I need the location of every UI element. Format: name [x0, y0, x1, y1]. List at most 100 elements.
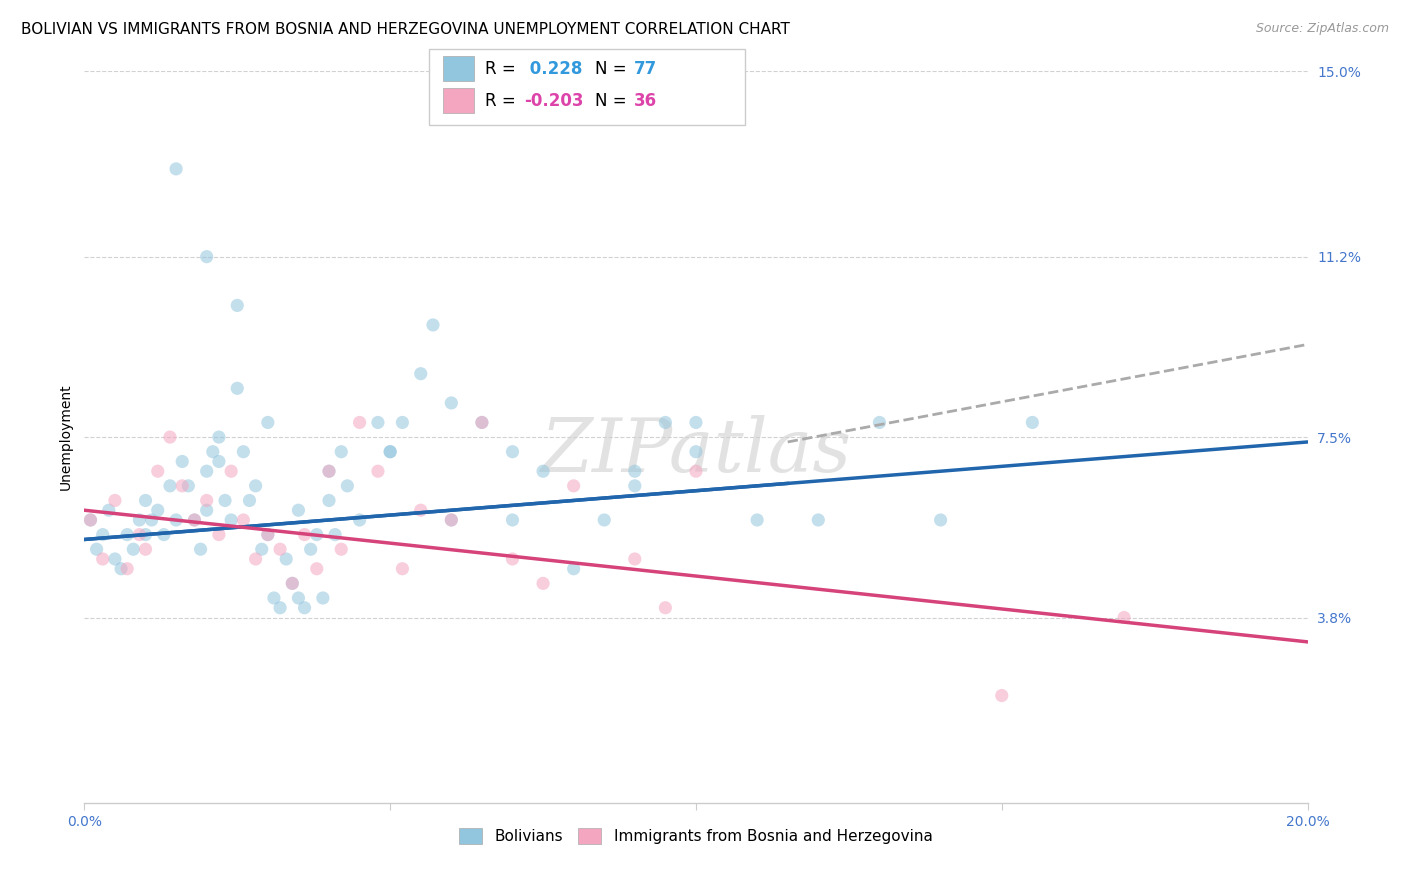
Point — [562, 479, 585, 493]
Point — [330, 444, 353, 458]
Point — [97, 503, 120, 517]
Point — [226, 298, 249, 312]
Point — [208, 454, 231, 468]
Point — [115, 527, 138, 541]
Point — [208, 527, 231, 541]
Point — [440, 513, 463, 527]
Text: R =: R = — [485, 92, 522, 110]
Point — [219, 464, 242, 478]
Point — [226, 381, 249, 395]
Text: Source: ZipAtlas.com: Source: ZipAtlas.com — [1256, 22, 1389, 36]
Point — [336, 479, 359, 493]
Point — [159, 430, 181, 444]
Point — [380, 444, 402, 458]
Point — [502, 552, 524, 566]
Point — [183, 513, 205, 527]
Point — [305, 527, 328, 541]
Point — [929, 513, 952, 527]
Point — [250, 542, 273, 557]
Point — [276, 552, 298, 566]
Point — [685, 416, 707, 430]
Point — [190, 542, 212, 557]
Point — [86, 542, 108, 557]
Point — [128, 527, 150, 541]
Point — [294, 600, 316, 615]
Point — [245, 552, 267, 566]
Point — [183, 513, 205, 527]
Point — [299, 542, 322, 557]
Point — [869, 416, 891, 430]
Point — [1021, 416, 1043, 430]
Point — [318, 464, 340, 478]
Point — [115, 562, 138, 576]
Point — [195, 493, 218, 508]
Point — [1114, 610, 1136, 624]
Y-axis label: Unemployment: Unemployment — [59, 384, 73, 491]
Text: 0.228: 0.228 — [524, 60, 583, 78]
Point — [135, 527, 157, 541]
Point — [531, 576, 554, 591]
Point — [502, 444, 524, 458]
Point — [146, 503, 169, 517]
Point — [685, 464, 707, 478]
Text: R =: R = — [485, 60, 522, 78]
Point — [305, 562, 328, 576]
Point — [391, 562, 413, 576]
Point — [747, 513, 769, 527]
Point — [654, 600, 676, 615]
Text: N =: N = — [595, 60, 631, 78]
Point — [135, 493, 157, 508]
Point — [257, 416, 280, 430]
Point — [367, 464, 389, 478]
Point — [294, 527, 316, 541]
Point — [195, 250, 218, 264]
Point — [165, 161, 187, 176]
Point — [367, 416, 389, 430]
Point — [128, 513, 150, 527]
Point — [330, 542, 353, 557]
Point — [195, 503, 218, 517]
Point — [159, 479, 181, 493]
Point — [104, 493, 127, 508]
Text: BOLIVIAN VS IMMIGRANTS FROM BOSNIA AND HERZEGOVINA UNEMPLOYMENT CORRELATION CHAR: BOLIVIAN VS IMMIGRANTS FROM BOSNIA AND H… — [21, 22, 790, 37]
Point — [624, 479, 647, 493]
Legend: Bolivians, Immigrants from Bosnia and Herzegovina: Bolivians, Immigrants from Bosnia and He… — [453, 822, 939, 850]
Point — [257, 527, 280, 541]
Point — [201, 444, 224, 458]
Point — [257, 527, 280, 541]
Point — [281, 576, 304, 591]
Point — [287, 503, 309, 517]
Point — [349, 416, 371, 430]
Point — [502, 513, 524, 527]
Point — [312, 591, 335, 605]
Point — [195, 464, 218, 478]
Point — [165, 513, 187, 527]
Point — [318, 493, 340, 508]
Point — [287, 591, 309, 605]
Point — [685, 444, 707, 458]
Point — [471, 416, 494, 430]
Point — [471, 416, 494, 430]
Text: ZIPatlas: ZIPatlas — [540, 416, 852, 488]
Point — [593, 513, 616, 527]
Point — [110, 562, 132, 576]
Point — [323, 527, 346, 541]
Point — [991, 689, 1014, 703]
Point — [141, 513, 163, 527]
Point — [440, 513, 463, 527]
Text: -0.203: -0.203 — [524, 92, 583, 110]
Point — [104, 552, 127, 566]
Text: N =: N = — [595, 92, 631, 110]
Point — [409, 367, 432, 381]
Point — [281, 576, 304, 591]
Point — [238, 493, 260, 508]
Point — [349, 513, 371, 527]
Point — [146, 464, 169, 478]
Text: 36: 36 — [634, 92, 657, 110]
Point — [135, 542, 157, 557]
Point — [177, 479, 200, 493]
Point — [380, 444, 402, 458]
Point — [391, 416, 413, 430]
Point — [153, 527, 176, 541]
Point — [654, 416, 676, 430]
